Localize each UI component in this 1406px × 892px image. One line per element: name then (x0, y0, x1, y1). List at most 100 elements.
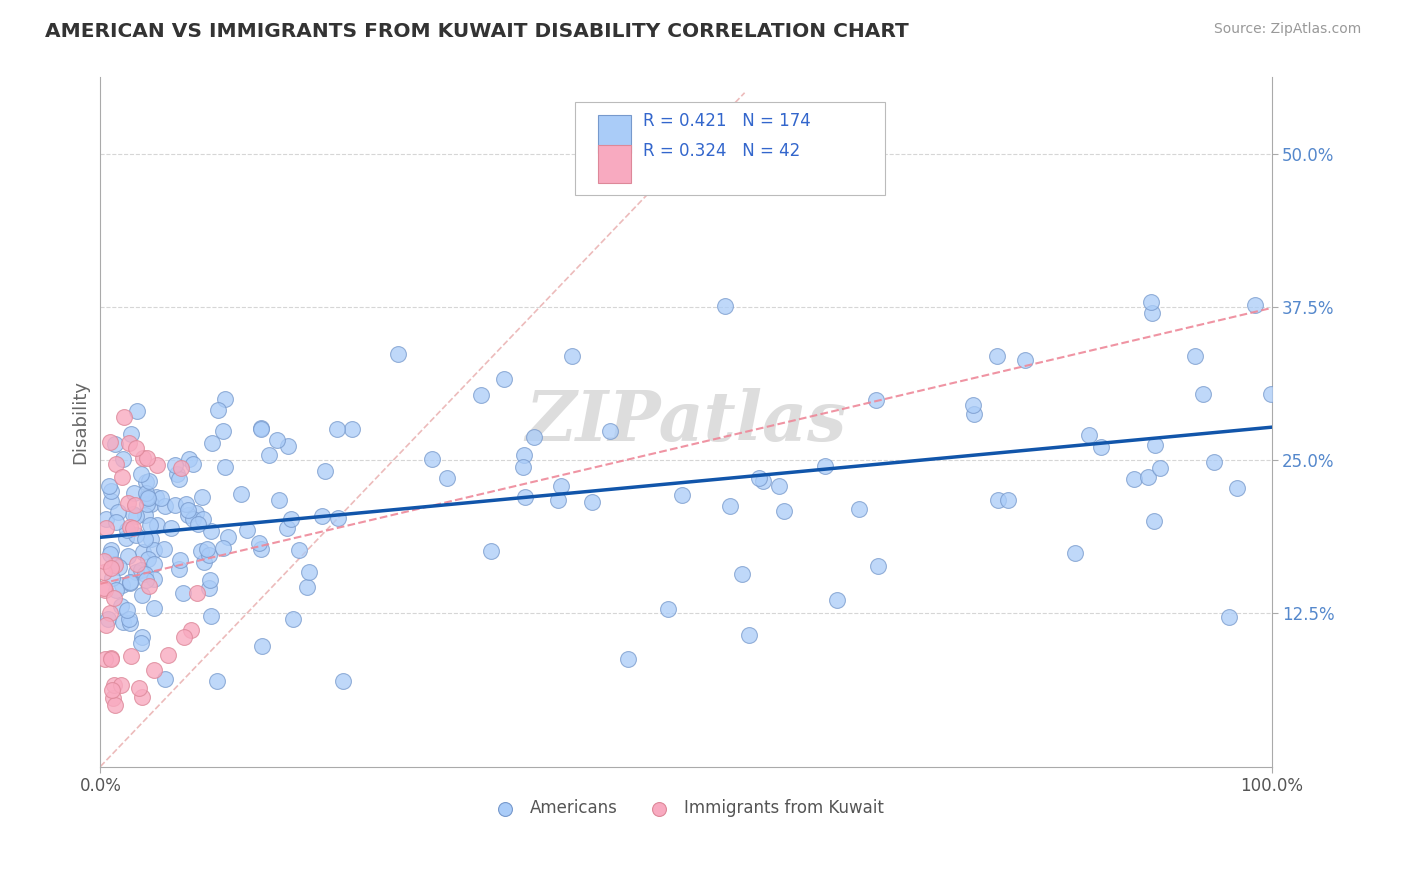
Point (138, 517, 160, 532)
Point (108, 559, 131, 574)
Point (1014, 353, 1036, 368)
Point (249, 422, 271, 436)
Point (184, 507, 207, 521)
Point (1140, 295, 1163, 310)
Point (142, 572, 165, 586)
Point (1192, 387, 1215, 401)
Point (713, 299, 735, 313)
Point (328, 511, 350, 525)
Point (195, 542, 218, 557)
Point (249, 421, 271, 435)
Point (326, 422, 349, 436)
Point (153, 541, 176, 556)
Point (145, 490, 167, 504)
Point (295, 580, 318, 594)
Point (963, 407, 986, 421)
Point (266, 433, 288, 447)
Point (731, 567, 754, 582)
Point (987, 493, 1010, 508)
Point (1149, 461, 1171, 475)
Point (173, 630, 195, 644)
Point (211, 541, 233, 556)
Point (1144, 438, 1167, 452)
Point (104, 457, 127, 471)
Point (134, 508, 156, 522)
Point (97, 612, 120, 626)
Point (207, 402, 229, 417)
Point (93, 581, 115, 595)
Point (118, 436, 141, 450)
Point (101, 682, 124, 697)
Point (160, 521, 183, 535)
Point (165, 458, 187, 472)
Point (101, 691, 124, 706)
Point (176, 502, 198, 516)
Point (470, 388, 492, 402)
Point (135, 475, 157, 489)
Point (986, 350, 1008, 364)
Point (146, 458, 169, 473)
Point (120, 520, 142, 534)
Point (1123, 472, 1146, 486)
Point (153, 672, 176, 686)
Point (550, 479, 572, 493)
Point (718, 499, 741, 513)
Point (207, 673, 229, 688)
Point (1260, 386, 1282, 401)
Point (93, 554, 115, 568)
Point (122, 486, 145, 500)
Point (100, 542, 122, 557)
Point (111, 470, 134, 484)
Point (115, 531, 138, 545)
FancyBboxPatch shape (598, 115, 631, 153)
Point (125, 442, 148, 456)
Point (104, 698, 127, 712)
Point (169, 461, 191, 475)
Point (142, 601, 165, 615)
Point (197, 581, 219, 595)
Point (599, 424, 621, 438)
Legend: Americans, Immigrants from Kuwait: Americans, Immigrants from Kuwait (481, 792, 891, 823)
Point (250, 640, 273, 654)
Point (193, 511, 215, 525)
Point (111, 578, 134, 592)
Point (962, 398, 984, 412)
Point (134, 566, 156, 581)
Point (214, 392, 236, 406)
Point (198, 574, 221, 588)
Point (138, 578, 160, 592)
Point (166, 467, 188, 481)
Point (157, 648, 180, 662)
Point (183, 457, 205, 471)
Point (125, 557, 148, 571)
Point (814, 458, 837, 473)
Point (174, 497, 197, 511)
Point (561, 350, 583, 364)
Point (98, 547, 121, 561)
Point (1244, 298, 1267, 312)
Point (115, 603, 138, 617)
Point (94, 618, 117, 632)
Point (155, 500, 177, 514)
Text: R = 0.421   N = 174: R = 0.421 N = 174 (643, 112, 810, 130)
Point (165, 498, 187, 512)
Point (848, 501, 870, 516)
Point (217, 530, 239, 544)
Point (103, 678, 125, 692)
Point (121, 427, 143, 442)
Point (97, 479, 120, 493)
Point (479, 544, 502, 558)
Point (129, 636, 152, 650)
Point (738, 627, 761, 641)
Point (311, 508, 333, 523)
Point (115, 523, 138, 537)
Point (107, 505, 129, 519)
Y-axis label: Disability: Disability (72, 380, 89, 464)
Point (125, 528, 148, 542)
Point (180, 623, 202, 637)
Point (1063, 546, 1085, 560)
Point (773, 504, 796, 518)
Point (103, 591, 125, 605)
Point (93, 583, 115, 598)
Point (513, 448, 536, 462)
